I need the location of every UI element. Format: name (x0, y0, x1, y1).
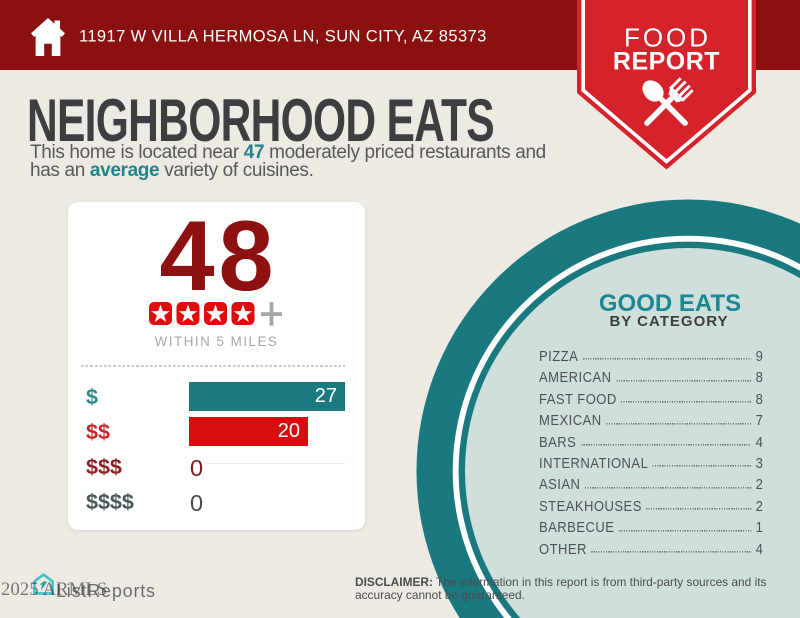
svg-text:REPORT: REPORT (613, 48, 720, 76)
svg-text:FOOD: FOOD (624, 23, 711, 53)
